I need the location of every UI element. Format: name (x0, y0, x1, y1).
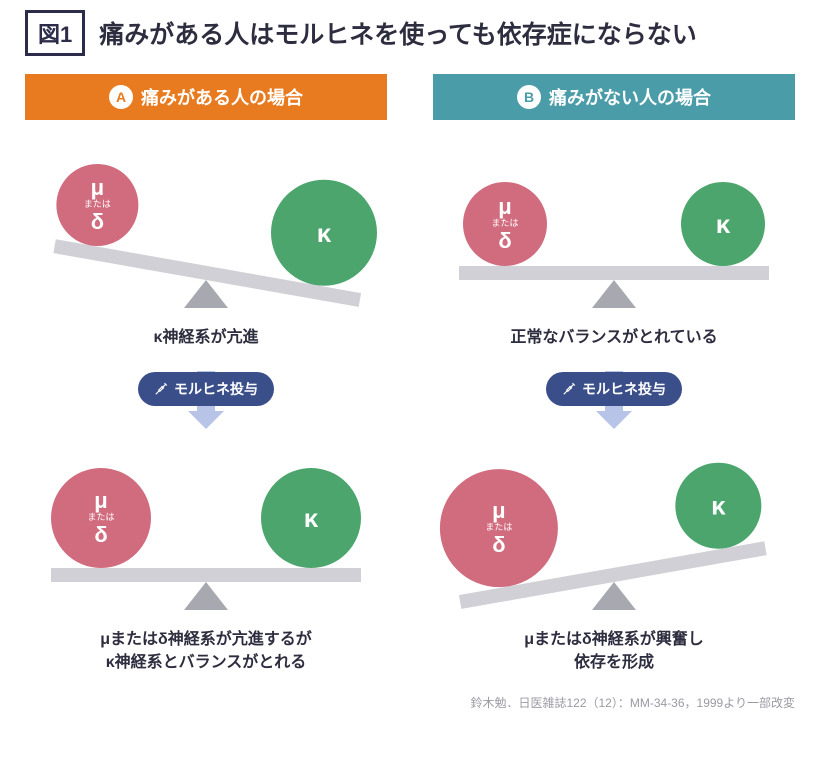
mu-delta-ball: μ または δ (56, 164, 138, 246)
kappa-greek: κ (304, 504, 319, 533)
arrow-block-b: モルヒネ投与 (534, 356, 694, 444)
seesaw-a-bottom: μ または δ κ (41, 444, 371, 610)
kappa-greek: κ (711, 491, 726, 520)
beam: μ または δ κ (51, 568, 361, 582)
seesaw-b-bottom: μ または δ κ (449, 444, 779, 610)
caption-b-top: 正常なバランスがとれている (510, 326, 717, 350)
column-a: A 痛みがある人の場合 μ または δ κ κ神経系が亢進 (25, 74, 387, 680)
mu-delta-ball: μ または δ (440, 469, 558, 587)
caption-line2: κ神経系とバランスがとれる (106, 654, 307, 671)
mu-delta-ball: μ または δ (51, 468, 151, 568)
fulcrum-icon (184, 280, 228, 308)
column-b-header-text: 痛みがない人の場合 (549, 84, 711, 110)
mu-greek: μ (94, 489, 107, 513)
kappa-ball: κ (681, 182, 765, 266)
injection-pill: モルヒネ投与 (546, 372, 682, 406)
column-b: B 痛みがない人の場合 μ または δ κ 正常なバランスがとれている (433, 74, 795, 680)
delta-greek: δ (91, 210, 104, 234)
caption-line1: μまたはδ神経系が興奮し (524, 631, 704, 648)
kappa-ball: κ (271, 180, 377, 286)
syringe-icon (154, 382, 168, 396)
kappa-ball: κ (261, 468, 361, 568)
kappa-greek: κ (716, 210, 731, 239)
kappa-ball: κ (675, 463, 761, 549)
mu-greek: μ (492, 499, 505, 523)
delta-greek: δ (94, 523, 107, 547)
fulcrum-icon (592, 582, 636, 610)
injection-pill: モルヒネ投与 (138, 372, 274, 406)
caption-line2: 依存を形成 (574, 654, 654, 671)
arrow-block-a: モルヒネ投与 (126, 356, 286, 444)
column-b-header: B 痛みがない人の場合 (433, 74, 795, 120)
figure-label: 図1 (25, 10, 85, 56)
caption-line1: μまたはδ神経系が亢進するが (100, 631, 312, 648)
caption-b-bottom: μまたはδ神経系が興奮し 依存を形成 (524, 628, 704, 674)
title-row: 図1 痛みがある人はモルヒネを使っても依存症にならない (25, 10, 795, 56)
caption-a-top: κ神経系が亢進 (154, 326, 259, 350)
columns: A 痛みがある人の場合 μ または δ κ κ神経系が亢進 (25, 74, 795, 680)
column-a-header-text: 痛みがある人の場合 (141, 84, 303, 110)
delta-greek: δ (492, 533, 505, 557)
injection-label: モルヒネ投与 (582, 379, 666, 399)
delta-greek: δ (498, 229, 511, 253)
kappa-greek: κ (317, 218, 332, 247)
beam: μ または δ κ (459, 266, 769, 280)
syringe-icon (562, 382, 576, 396)
main-title: 痛みがある人はモルヒネを使っても依存症にならない (99, 15, 697, 51)
mu-greek: μ (91, 176, 104, 200)
column-a-header: A 痛みがある人の場合 (25, 74, 387, 120)
fulcrum-icon (592, 280, 636, 308)
seesaw-a-top: μ または δ κ (41, 142, 371, 308)
seesaw-b-top: μ または δ κ (449, 142, 779, 308)
mu-greek: μ (498, 195, 511, 219)
column-b-badge: B (517, 85, 541, 109)
caption-a-bottom: μまたはδ神経系が亢進するが κ神経系とバランスがとれる (100, 628, 312, 674)
injection-label: モルヒネ投与 (174, 379, 258, 399)
fulcrum-icon (184, 582, 228, 610)
citation: 鈴木勉．日医雑誌122（12）：MM-34-36，1999より一部改変 (25, 694, 795, 711)
mu-delta-ball: μ または δ (463, 182, 547, 266)
column-a-badge: A (109, 85, 133, 109)
